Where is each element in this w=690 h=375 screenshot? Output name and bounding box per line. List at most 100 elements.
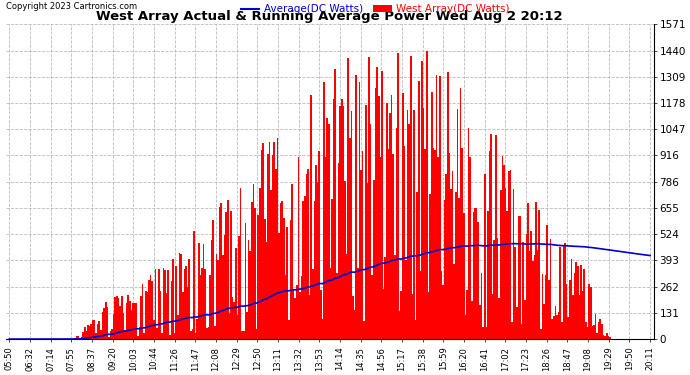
- Bar: [555, 306, 556, 339]
- Bar: [553, 316, 555, 339]
- Bar: [307, 169, 309, 339]
- Bar: [404, 146, 405, 339]
- Bar: [469, 157, 471, 339]
- Bar: [84, 327, 86, 339]
- Bar: [463, 213, 464, 339]
- Bar: [405, 260, 407, 339]
- Bar: [280, 203, 282, 339]
- Bar: [337, 163, 339, 339]
- Bar: [360, 170, 362, 339]
- Bar: [502, 156, 503, 339]
- Bar: [527, 203, 529, 339]
- Bar: [561, 322, 562, 339]
- Bar: [216, 254, 217, 339]
- Bar: [440, 271, 442, 339]
- Bar: [394, 255, 395, 339]
- Bar: [591, 326, 593, 339]
- Bar: [249, 251, 251, 339]
- Bar: [598, 322, 600, 339]
- Bar: [452, 171, 453, 339]
- Bar: [179, 252, 180, 339]
- Bar: [197, 318, 198, 339]
- Bar: [355, 75, 357, 339]
- Text: Copyright 2023 Cartronics.com: Copyright 2023 Cartronics.com: [6, 2, 137, 11]
- Bar: [151, 281, 153, 339]
- Bar: [261, 150, 262, 339]
- Bar: [347, 58, 349, 339]
- Bar: [235, 248, 237, 339]
- Bar: [221, 202, 222, 339]
- Bar: [248, 240, 250, 339]
- Bar: [195, 333, 197, 339]
- Bar: [164, 270, 166, 339]
- Bar: [357, 268, 359, 339]
- Bar: [522, 242, 524, 339]
- Bar: [365, 105, 366, 339]
- Bar: [495, 135, 497, 339]
- Bar: [450, 189, 452, 339]
- Legend: Average(DC Watts), West Array(DC Watts): Average(DC Watts), West Array(DC Watts): [241, 4, 509, 14]
- Bar: [476, 208, 477, 339]
- Bar: [170, 281, 172, 339]
- Bar: [503, 165, 505, 339]
- Bar: [468, 128, 469, 339]
- Bar: [548, 280, 550, 339]
- Bar: [110, 332, 111, 339]
- Bar: [535, 202, 537, 339]
- Bar: [75, 338, 76, 339]
- Bar: [537, 250, 538, 339]
- Bar: [182, 292, 184, 339]
- Bar: [257, 215, 259, 339]
- Bar: [437, 157, 439, 339]
- Bar: [411, 294, 413, 339]
- Bar: [259, 188, 261, 339]
- Bar: [168, 270, 169, 339]
- Bar: [477, 222, 479, 339]
- Bar: [320, 290, 322, 339]
- Bar: [500, 190, 502, 339]
- Bar: [318, 152, 320, 339]
- Bar: [413, 110, 415, 339]
- Bar: [416, 192, 418, 339]
- Bar: [123, 313, 124, 339]
- Bar: [462, 147, 463, 339]
- Bar: [378, 96, 380, 339]
- Bar: [420, 271, 422, 339]
- Bar: [134, 303, 135, 339]
- Bar: [288, 320, 290, 339]
- Bar: [238, 236, 240, 339]
- Bar: [213, 220, 214, 339]
- Bar: [270, 190, 272, 339]
- Bar: [106, 307, 108, 339]
- Bar: [87, 325, 89, 339]
- Bar: [139, 327, 140, 339]
- Bar: [267, 154, 268, 339]
- Bar: [211, 240, 213, 339]
- Bar: [166, 293, 168, 339]
- Bar: [433, 148, 434, 339]
- Bar: [82, 332, 84, 339]
- Bar: [506, 211, 508, 339]
- Bar: [577, 266, 579, 339]
- Bar: [351, 111, 352, 339]
- Bar: [410, 56, 412, 339]
- Bar: [359, 82, 360, 339]
- Bar: [545, 275, 546, 339]
- Bar: [243, 331, 245, 339]
- Bar: [511, 322, 513, 339]
- Bar: [489, 151, 491, 339]
- Bar: [388, 149, 389, 339]
- Bar: [185, 266, 187, 339]
- Bar: [399, 311, 400, 339]
- Bar: [113, 314, 115, 339]
- Bar: [116, 296, 118, 339]
- Bar: [366, 183, 368, 339]
- Bar: [204, 269, 206, 339]
- Bar: [492, 294, 493, 339]
- Bar: [423, 108, 424, 339]
- Bar: [283, 219, 285, 339]
- Bar: [370, 124, 371, 339]
- Bar: [159, 291, 161, 339]
- Bar: [209, 275, 211, 339]
- Bar: [180, 254, 182, 339]
